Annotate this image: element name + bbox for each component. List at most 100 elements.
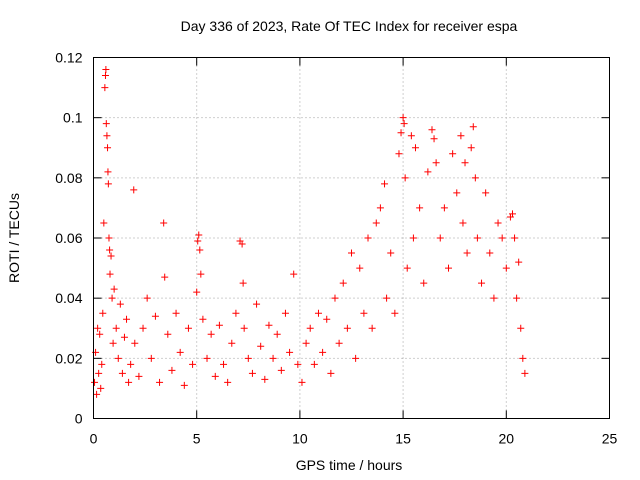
data-point (93, 390, 101, 398)
data-point (199, 315, 207, 323)
data-point (348, 249, 355, 257)
data-point (513, 294, 521, 302)
data-point (502, 264, 510, 272)
data-point (97, 384, 105, 392)
data-point (508, 210, 516, 218)
data-point (104, 168, 112, 176)
data-point (110, 285, 118, 293)
x-tick-label: 15 (395, 431, 411, 447)
data-point (383, 294, 391, 302)
data-point (269, 354, 277, 362)
data-point (203, 354, 211, 362)
data-point (515, 258, 523, 266)
data-point (445, 264, 453, 272)
x-tick-label: 20 (499, 431, 515, 447)
data-point (319, 348, 327, 356)
data-point (215, 321, 223, 329)
data-point (238, 240, 246, 248)
data-point (273, 330, 281, 338)
data-point (123, 315, 131, 323)
data-point (387, 249, 395, 257)
x-tick-label: 25 (602, 431, 618, 447)
data-point (164, 330, 172, 338)
data-point (103, 132, 111, 140)
data-point (428, 126, 436, 134)
data-point (139, 324, 147, 332)
y-tick-label: 0.1 (63, 110, 83, 126)
data-point (101, 72, 109, 80)
data-point (432, 159, 440, 167)
data-point (193, 288, 201, 296)
data-point (409, 234, 417, 242)
data-point (430, 135, 438, 143)
data-point (180, 381, 188, 389)
data-point (244, 354, 252, 362)
data-point (108, 294, 116, 302)
x-tick-labels: 0 5 10 15 20 25 (90, 431, 618, 447)
data-point (106, 246, 114, 254)
data-point (257, 342, 265, 350)
data-point (107, 252, 115, 260)
data-point (463, 249, 471, 257)
data-point (403, 264, 411, 272)
x-tick-label: 10 (292, 431, 308, 447)
data-point (397, 129, 405, 137)
data-point (168, 366, 176, 374)
data-point (189, 360, 197, 368)
data-point (469, 123, 477, 131)
data-point (281, 309, 289, 317)
data-point (286, 348, 294, 356)
y-tick-label: 0.06 (55, 230, 82, 246)
data-point (125, 378, 133, 386)
data-point (372, 219, 380, 227)
data-point (127, 360, 135, 368)
y-tick-label: 0 (75, 411, 83, 427)
data-point (327, 369, 335, 377)
plot-frame (93, 57, 610, 419)
y-tick-label: 0.02 (55, 350, 82, 366)
data-point (94, 324, 102, 332)
data-point (290, 270, 298, 278)
data-point (105, 234, 113, 242)
data-point (440, 204, 448, 212)
data-point (118, 369, 126, 377)
data-point (96, 330, 104, 338)
data-point (161, 273, 169, 281)
data-point (172, 309, 180, 317)
data-point (220, 360, 228, 368)
data-point (261, 375, 269, 383)
data-point (364, 234, 372, 242)
data-point (482, 189, 490, 197)
data-point (160, 219, 168, 227)
data-point (517, 324, 525, 332)
data-point (302, 339, 310, 347)
data-point (277, 366, 285, 374)
data-point (401, 174, 409, 182)
data-point (335, 339, 343, 347)
data-point (176, 348, 184, 356)
data-point (467, 144, 475, 152)
data-point (323, 315, 331, 323)
data-point (196, 246, 204, 254)
data-point (294, 360, 302, 368)
data-point (411, 144, 419, 152)
data-point (473, 234, 481, 242)
data-point (143, 294, 151, 302)
x-tick-label: 0 (90, 431, 98, 447)
data-point (135, 372, 143, 380)
data-point (331, 294, 339, 302)
data-point (310, 360, 318, 368)
data-point (400, 120, 408, 128)
y-tick-label: 0.04 (55, 290, 82, 306)
data-point (457, 132, 465, 140)
data-point (197, 270, 205, 278)
data-point (116, 300, 124, 308)
data-point (156, 378, 164, 386)
data-point (194, 237, 202, 245)
data-point (151, 312, 159, 320)
axis-ticks (93, 57, 610, 419)
data-point (112, 324, 120, 332)
data-point (424, 168, 432, 176)
